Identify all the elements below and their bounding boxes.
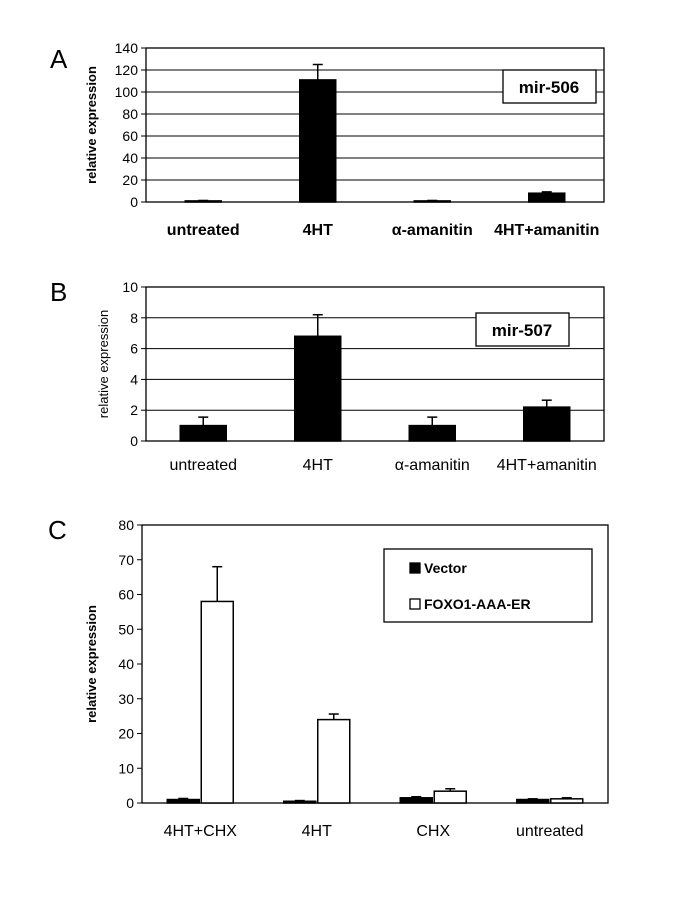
- y-tick-label: 0: [130, 194, 138, 210]
- y-tick-label: 10: [122, 279, 138, 295]
- y-tick-label: 0: [130, 433, 138, 449]
- y-tick-label: 30: [118, 691, 134, 707]
- y-tick-label: 0: [126, 795, 134, 811]
- bar: [516, 798, 550, 804]
- y-tick-label: 120: [115, 62, 139, 78]
- bar: [166, 798, 200, 804]
- plot-frame: [145, 47, 605, 203]
- y-axis-label: relative expression: [84, 66, 99, 184]
- category-label: CHX: [416, 823, 450, 840]
- category-label: untreated: [167, 222, 240, 239]
- category-label: 4HT: [303, 457, 333, 474]
- bar: [317, 718, 351, 804]
- bar: [179, 424, 227, 442]
- panel-letter-b: B: [50, 277, 67, 307]
- y-tick-label: 2: [130, 402, 138, 418]
- bar: [433, 790, 467, 804]
- y-tick-label: 60: [118, 587, 134, 603]
- category-label: untreated: [169, 457, 237, 474]
- category-label: 4HT: [302, 823, 332, 840]
- label-box: [475, 312, 570, 347]
- panel-letter-c: C: [48, 515, 67, 545]
- panel-letters: A B C: [48, 44, 68, 545]
- y-tick-label: 80: [118, 517, 134, 533]
- bar: [294, 335, 342, 442]
- bar: [200, 600, 234, 804]
- y-tick-label: 50: [118, 621, 134, 637]
- y-tick-label: 20: [122, 172, 138, 188]
- bar: [550, 798, 584, 804]
- y-tick-label: 140: [115, 40, 139, 56]
- bar: [408, 424, 456, 442]
- label-box-text: mir-507: [492, 321, 552, 340]
- legend-swatch: [409, 562, 421, 574]
- plot-frame: [145, 286, 605, 442]
- chart-b: 0 2 4 6 8 10 relative expression untreated 4HT α-…: [96, 279, 605, 474]
- category-label: 4HT+amanitin: [497, 457, 597, 474]
- y-tick-label: 40: [122, 150, 138, 166]
- y-tick-label: 70: [118, 552, 134, 568]
- panel-letter-a: A: [50, 44, 68, 74]
- bar: [523, 406, 571, 442]
- chart-a: 0 20 40 60 80 100 120 140 relative expression unt…: [84, 40, 605, 239]
- bar: [299, 79, 337, 203]
- category-label: untreated: [516, 823, 584, 840]
- y-tick-label: 6: [130, 341, 138, 357]
- y-tick-label: 20: [118, 726, 134, 742]
- chart-c: 0 10 20 30 40 50 60 70 80 relative expression 4HT+…: [84, 517, 609, 840]
- bar: [399, 797, 433, 804]
- legend-swatch: [409, 598, 421, 610]
- y-tick-label: 100: [115, 84, 139, 100]
- category-label: α-amanitin: [392, 222, 473, 239]
- y-axis-label: relative expression: [84, 605, 99, 723]
- category-label: 4HT: [303, 222, 333, 239]
- y-tick-label: 8: [130, 310, 138, 326]
- category-label: 4HT+amanitin: [494, 222, 599, 239]
- y-tick-label: 60: [122, 128, 138, 144]
- bar: [283, 800, 317, 804]
- label-box-text: mir-506: [519, 78, 579, 97]
- legend-box: [383, 548, 593, 623]
- legend-label: Vector: [424, 560, 467, 576]
- y-axis-label: relative expression: [96, 310, 111, 418]
- category-label: 4HT+CHX: [164, 823, 238, 840]
- label-box: [502, 69, 597, 104]
- category-label: α-amanitin: [395, 457, 470, 474]
- legend-label: FOXO1-AAA-ER: [424, 596, 531, 612]
- y-tick-label: 10: [118, 760, 134, 776]
- y-tick-label: 40: [118, 656, 134, 672]
- bar: [528, 192, 566, 203]
- y-tick-label: 4: [130, 371, 138, 387]
- y-tick-label: 80: [122, 106, 138, 122]
